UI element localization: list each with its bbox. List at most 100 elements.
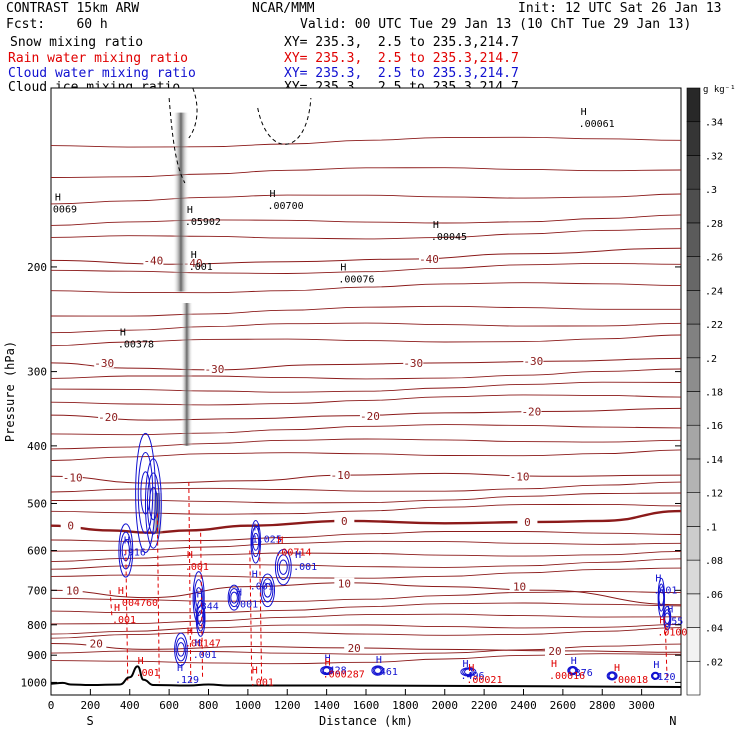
isotherm-label: 20 <box>348 642 361 655</box>
colorbar-label: .16 <box>705 421 723 432</box>
maximum-label: .129 <box>175 675 199 686</box>
maximum-marker: H <box>295 550 301 561</box>
maximum-label: 1.025 <box>252 535 282 546</box>
maximum-marker: H <box>340 263 346 274</box>
rain-contour <box>249 550 253 683</box>
colorbar-label: .34 <box>705 118 723 129</box>
isotherm-label: 20 <box>548 645 561 658</box>
isotherm-label: 20 <box>90 637 103 650</box>
isotherm-line <box>50 282 682 294</box>
isotherm-label-bg <box>98 411 119 423</box>
isotherm-line <box>50 136 682 148</box>
isotherm-line <box>50 613 682 625</box>
isotherm-label: -20 <box>521 405 541 418</box>
maximum-marker: H <box>659 616 665 627</box>
maximum-marker: H <box>376 655 382 666</box>
valid-time: Valid: 00 UTC Tue 29 Jan 13 (10 ChT Tue … <box>300 17 692 32</box>
colorbar-label: .14 <box>705 455 723 466</box>
isotherm-label-bg <box>143 254 164 266</box>
maximum-marker: H <box>177 663 183 674</box>
cloud-water-contour <box>228 588 240 608</box>
maximum-label: .001 <box>653 585 677 596</box>
maximum-marker: H <box>252 665 258 676</box>
x-tick-label: 2200 <box>471 699 498 712</box>
colorbar-cell <box>686 222 701 257</box>
rain-contour <box>259 550 263 683</box>
maximum-marker: H <box>252 570 258 581</box>
maximum-label: .001 <box>234 600 258 611</box>
colorbar-label: .18 <box>705 388 723 399</box>
y-tick-label: 300 <box>27 366 47 379</box>
cloud-water-contour <box>657 577 665 618</box>
isotherm-label-bg <box>509 580 530 592</box>
maximum-label: .001 <box>250 677 274 688</box>
colorbar-label: .22 <box>705 320 723 331</box>
isotherm-label-bg <box>419 253 439 265</box>
isotherm-line <box>50 167 682 178</box>
isotherm-label: 0 <box>341 515 348 528</box>
maximum-marker: H <box>236 588 242 599</box>
colorbar-label: .04 <box>705 624 723 635</box>
colorbar-label: .02 <box>705 657 723 668</box>
x-tick-label: 3000 <box>628 699 655 712</box>
colorbar-unit: g kg⁻¹ <box>703 85 736 95</box>
cloud-water-contour <box>650 671 660 680</box>
maximum-label: .001 <box>193 650 217 661</box>
maximum-label: .000287 <box>323 670 365 681</box>
isotherm-label: -30 <box>403 357 423 370</box>
legend-cloud-water-name: Cloud water mixing ratio <box>8 66 196 81</box>
x-tick-label: 1000 <box>235 699 262 712</box>
maximum-label: .55 <box>665 617 683 628</box>
cloud-water-contour <box>120 531 132 570</box>
maximum-marker: H <box>667 605 673 616</box>
isotherm-label: -30 <box>523 355 543 368</box>
isotherm-line <box>50 407 682 421</box>
maximum-marker: H <box>254 523 260 534</box>
maximum-label: .00016 <box>549 671 585 682</box>
x-tick-label: 600 <box>159 699 179 712</box>
colorbar-label: .26 <box>705 253 723 264</box>
x-tick-label: 400 <box>120 699 140 712</box>
maximum-marker: H <box>325 658 331 669</box>
isotherm-line <box>50 550 682 563</box>
x-tick-label: 1600 <box>353 699 380 712</box>
isotherm-label: 0 <box>524 516 531 529</box>
isotherm-line <box>50 540 682 552</box>
maximum-marker: H <box>187 205 193 216</box>
isotherm-line <box>50 481 682 493</box>
forecast-hour: Fcst: 60 h <box>6 17 108 32</box>
terrain-line <box>50 665 682 688</box>
x-tick-label: 800 <box>199 699 219 712</box>
cloud-water-contour <box>174 632 188 667</box>
cloud-water-contour <box>607 671 617 680</box>
isotherm-label: 10 <box>513 581 526 594</box>
isotherm-label: 10 <box>338 578 351 591</box>
isotherm-label-bg <box>204 363 225 375</box>
isotherm-line <box>50 381 682 393</box>
isotherm-label-bg <box>182 257 203 269</box>
y-tick-label: 400 <box>27 440 47 453</box>
maximum-marker: H <box>433 220 439 231</box>
cloud-water-contour <box>567 665 579 676</box>
x-tick-label: 1400 <box>313 699 340 712</box>
snow-shading <box>172 112 189 292</box>
rain-contour <box>125 550 129 683</box>
isotherm-label-bg <box>60 519 81 531</box>
cloud-water-contour <box>608 672 616 680</box>
cloud-water-contour <box>146 472 160 535</box>
cloud-water-contour <box>260 573 275 608</box>
snow-shading <box>180 303 193 446</box>
y-tick-label: 200 <box>27 261 47 274</box>
cloud-water-contour <box>144 458 162 549</box>
x-tick-label: 1800 <box>392 699 419 712</box>
maximum-label: .004760 <box>116 598 158 609</box>
maximum-label: .00061 <box>579 119 615 130</box>
maximum-marker: H <box>187 626 193 637</box>
maximum-label: .001 <box>112 615 136 626</box>
y-tick-label: 1000 <box>21 676 48 689</box>
maximum-label: 0069 <box>53 204 77 215</box>
x-tick-label: 2400 <box>510 699 537 712</box>
cloud-water-contour <box>278 559 288 575</box>
colorbar-label: .1 <box>705 522 717 533</box>
y-tick-label: 500 <box>27 497 47 510</box>
